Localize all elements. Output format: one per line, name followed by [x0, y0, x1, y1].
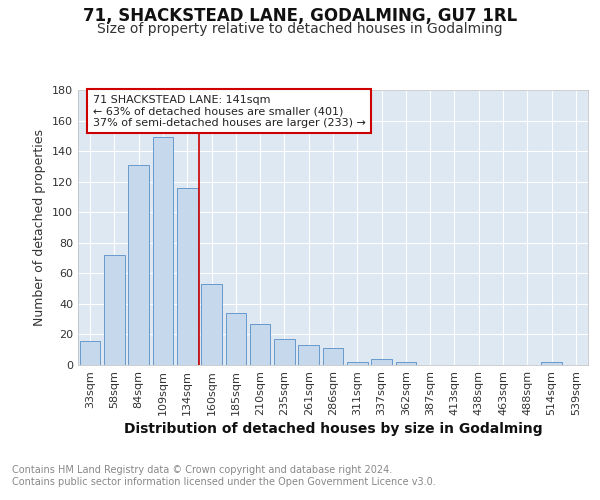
- Bar: [323, 348, 343, 365]
- Text: 71 SHACKSTEAD LANE: 141sqm
← 63% of detached houses are smaller (401)
37% of sem: 71 SHACKSTEAD LANE: 141sqm ← 63% of deta…: [92, 94, 365, 128]
- Y-axis label: Number of detached properties: Number of detached properties: [34, 129, 46, 326]
- Bar: [395, 362, 416, 365]
- Bar: [250, 324, 271, 365]
- Bar: [80, 340, 100, 365]
- Bar: [371, 359, 392, 365]
- Bar: [541, 362, 562, 365]
- Bar: [226, 313, 246, 365]
- Bar: [298, 345, 319, 365]
- Bar: [104, 255, 125, 365]
- Bar: [274, 339, 295, 365]
- Text: Distribution of detached houses by size in Godalming: Distribution of detached houses by size …: [124, 422, 542, 436]
- Bar: [201, 284, 222, 365]
- Bar: [347, 362, 368, 365]
- Bar: [177, 188, 197, 365]
- Text: Contains HM Land Registry data © Crown copyright and database right 2024.
Contai: Contains HM Land Registry data © Crown c…: [12, 465, 436, 486]
- Text: Size of property relative to detached houses in Godalming: Size of property relative to detached ho…: [97, 22, 503, 36]
- Text: 71, SHACKSTEAD LANE, GODALMING, GU7 1RL: 71, SHACKSTEAD LANE, GODALMING, GU7 1RL: [83, 8, 517, 26]
- Bar: [128, 165, 149, 365]
- Bar: [152, 138, 173, 365]
